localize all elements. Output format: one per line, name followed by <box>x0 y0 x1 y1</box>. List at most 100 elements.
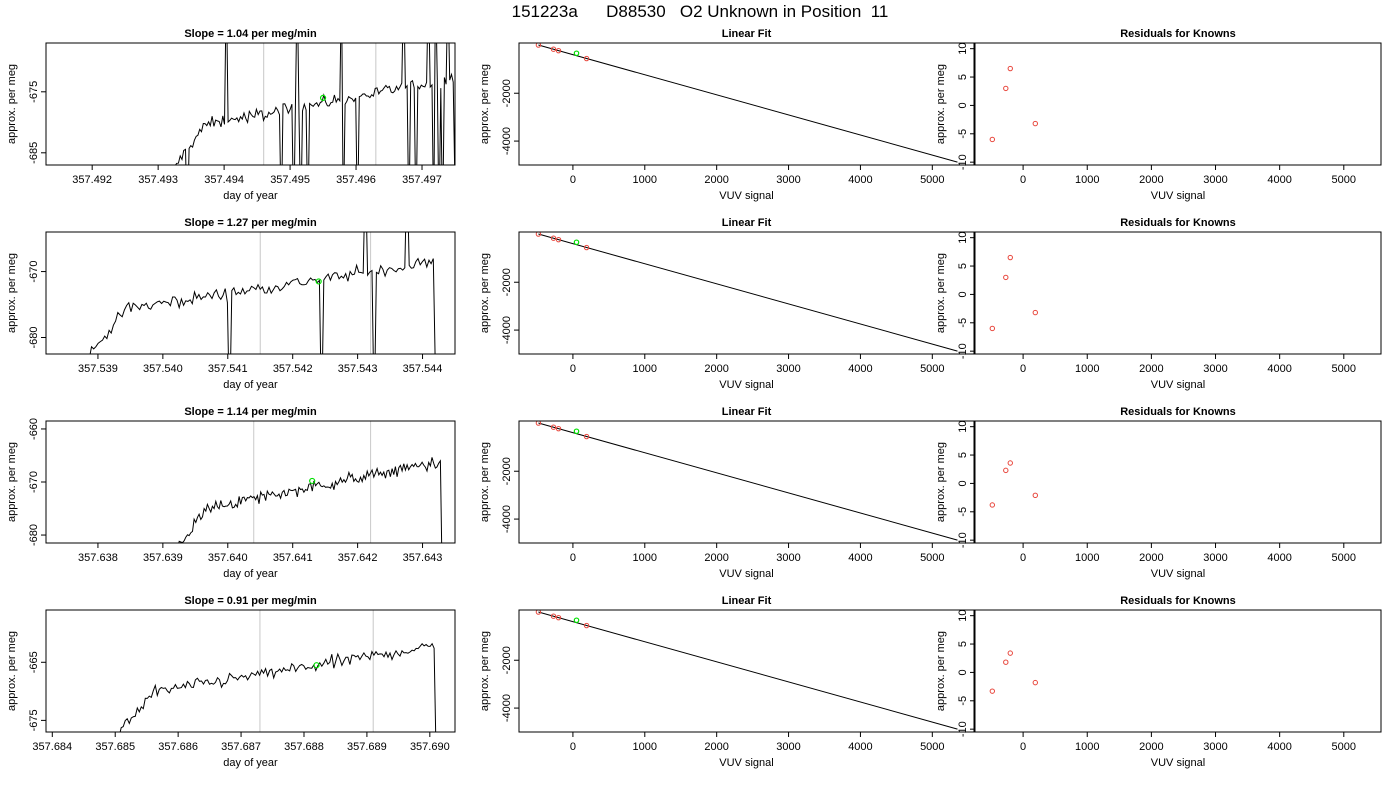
x-axis-label: day of year <box>223 190 278 202</box>
x-tick-label: 357.492 <box>72 174 112 186</box>
x-tick-label: 3000 <box>1203 741 1227 753</box>
y-tick-label: 10 <box>957 421 969 433</box>
x-tick-label: 0 <box>1020 552 1026 564</box>
residual-point <box>1007 65 1013 72</box>
known-point <box>550 46 557 52</box>
x-tick-label: 5000 <box>920 174 944 186</box>
panel-title: Slope = 1.27 per meg/min <box>184 217 317 229</box>
x-tick-label: 4000 <box>848 363 872 375</box>
x-tick-label: 5000 <box>1332 741 1356 753</box>
x-tick-label: 3000 <box>776 552 800 564</box>
known-point <box>535 610 542 615</box>
plot-frame <box>518 231 975 355</box>
x-tick-label: 1000 <box>633 741 657 753</box>
y-axis-label: approx. per meg <box>935 64 947 144</box>
y-tick-label: -5 <box>957 696 969 706</box>
unknown-mean-point <box>315 278 322 285</box>
x-tick-label: 5000 <box>1332 174 1356 186</box>
x-tick-label: 0 <box>570 363 576 375</box>
x-tick-label: 1000 <box>633 552 657 564</box>
residual-point <box>1007 650 1013 656</box>
y-tick-label: -680 <box>28 524 40 546</box>
fit-line <box>538 422 958 541</box>
x-tick-label: 5000 <box>920 552 944 564</box>
panel-r0-c0: Slope = 1.04 per meg/min 357.492 357.493 35… <box>6 28 456 202</box>
y-tick-label: 5 <box>957 74 969 80</box>
fit-line <box>538 233 958 352</box>
plot-frame <box>518 420 975 544</box>
plot-area <box>535 43 958 163</box>
residual-point <box>1032 309 1038 316</box>
residual-point <box>1007 460 1013 466</box>
panel-r1-c1: Linear Fit 0 1000 2000 3000 4000 5000 -2000 -400… <box>479 217 975 391</box>
x-tick-label: 357.541 <box>208 363 248 375</box>
x-tick-label: 357.496 <box>336 174 376 186</box>
x-tick-label: 2000 <box>704 741 728 753</box>
x-tick-label: 0 <box>1020 363 1026 375</box>
x-tick-label: 3000 <box>1203 552 1227 564</box>
x-tick-label: 1000 <box>1075 741 1099 753</box>
unknown-mean-point <box>309 477 316 485</box>
known-point <box>555 47 562 54</box>
panel-r2-c0: Slope = 1.14 per meg/min 357.638 357.639 35… <box>6 406 456 580</box>
y-tick-label: -675 <box>28 709 40 731</box>
known-point <box>550 424 557 430</box>
y-tick-label: -2000 <box>501 457 513 485</box>
y-tick-label: -675 <box>28 81 40 103</box>
plot-frame <box>974 42 1382 166</box>
x-tick-label: 5000 <box>1332 363 1356 375</box>
y-tick-label: 10 <box>957 232 969 244</box>
y-tick-label: -5 <box>957 318 969 328</box>
y-tick-label: -2000 <box>501 79 513 107</box>
plot-frame <box>974 231 1382 355</box>
x-tick-label: 4000 <box>848 741 872 753</box>
x-tick-label: 2000 <box>704 552 728 564</box>
unknown-point <box>573 428 580 435</box>
x-axis-label: VUV signal <box>719 568 773 580</box>
x-tick-label: 3000 <box>1203 363 1227 375</box>
x-tick-label: 357.638 <box>78 552 118 564</box>
y-tick-label: 5 <box>957 452 969 458</box>
x-tick-label: 0 <box>1020 741 1026 753</box>
x-axis-label: day of year <box>223 379 278 391</box>
residual-point <box>989 502 996 508</box>
known-point <box>535 43 542 48</box>
plot-area <box>535 421 958 541</box>
plot-area <box>174 43 455 165</box>
residual-point <box>989 688 996 694</box>
x-tick-label: 357.640 <box>208 552 248 564</box>
unknown-point <box>573 617 580 624</box>
known-point <box>583 55 590 62</box>
x-axis-label: VUV signal <box>719 190 773 202</box>
y-axis-label: approx. per meg <box>935 631 947 711</box>
panel-title: Residuals for Knowns <box>1120 28 1236 40</box>
x-tick-label: 4000 <box>1267 174 1291 186</box>
plot-area <box>119 610 437 732</box>
x-tick-label: 4000 <box>1267 363 1291 375</box>
x-tick-label: 357.543 <box>338 363 378 375</box>
x-tick-label: 357.688 <box>284 741 324 753</box>
panel-title: Residuals for Knowns <box>1120 217 1236 229</box>
residual-point <box>1003 659 1009 665</box>
y-tick-label: 0 <box>957 480 969 486</box>
unknown-mean-point <box>313 662 320 669</box>
x-tick-label: 357.643 <box>403 552 443 564</box>
known-point <box>555 425 562 432</box>
x-tick-label: 2000 <box>1139 174 1163 186</box>
y-tick-label: 0 <box>957 102 969 108</box>
x-axis-label: day of year <box>223 757 278 769</box>
fit-line <box>538 44 958 163</box>
panel-r2-c1: Linear Fit 0 1000 2000 3000 4000 5000 -2000 -400… <box>479 406 975 580</box>
x-tick-label: 1000 <box>1075 363 1099 375</box>
x-tick-label: 0 <box>570 741 576 753</box>
x-tick-label: 357.493 <box>138 174 178 186</box>
data-series-trace <box>119 642 437 732</box>
unknown-mean-point <box>319 94 327 102</box>
panel-title: Linear Fit <box>722 406 772 418</box>
y-tick-label: -10 <box>957 721 969 737</box>
x-tick-label: 357.689 <box>347 741 387 753</box>
x-tick-label: 5000 <box>920 363 944 375</box>
y-tick-label: -10 <box>957 154 969 170</box>
x-tick-label: 357.539 <box>78 363 118 375</box>
